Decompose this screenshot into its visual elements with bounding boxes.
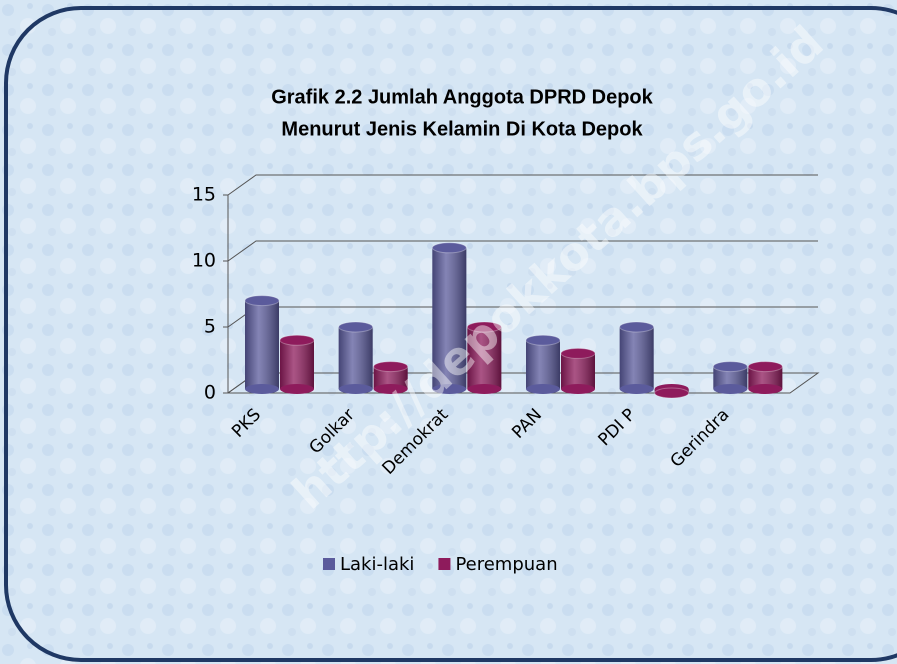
y-tick-label: 15	[192, 184, 216, 206]
legend: Laki-laki Perempuan	[323, 554, 558, 575]
bar-bottom	[373, 384, 408, 394]
legend-swatch	[438, 558, 451, 570]
bar-top	[619, 321, 655, 333]
legend-label: Laki-laki	[340, 554, 414, 575]
bar-bottom	[713, 384, 748, 394]
legend-label: Perempuan	[455, 554, 557, 575]
bar-top	[244, 295, 280, 307]
bar-top	[525, 334, 561, 346]
y-tick-label: 0	[204, 382, 216, 404]
bar-bottom	[432, 384, 467, 394]
bar-top	[373, 361, 409, 373]
bar-bottom	[467, 384, 502, 394]
y-tick-label: 10	[192, 250, 216, 272]
grid-line	[227, 174, 818, 196]
bar-shade	[373, 366, 408, 389]
bar-bottom	[526, 384, 560, 394]
bar-bottom	[619, 384, 654, 394]
bar-top	[560, 347, 596, 359]
bar-top	[747, 361, 783, 373]
chart-title: Grafik 2.2 Jumlah Anggota DPRD Depok	[271, 86, 653, 108]
bar-top	[279, 334, 315, 346]
bar-top	[654, 387, 690, 399]
bar-bottom	[561, 384, 595, 394]
bar-top	[431, 242, 467, 254]
bar-shade	[432, 247, 467, 389]
bar-shade	[338, 327, 373, 389]
bar-top	[712, 361, 748, 373]
bar-top	[338, 321, 374, 333]
legend-swatch	[323, 558, 335, 570]
bar-bottom	[338, 384, 373, 394]
bar-bottom	[280, 384, 314, 394]
bar-top	[466, 321, 502, 333]
bar-shade	[526, 340, 560, 389]
bar-shade	[561, 353, 595, 389]
bar-shade	[467, 327, 502, 389]
grid-line	[227, 240, 818, 262]
bar-shade	[280, 340, 314, 389]
frame	[4, 6, 897, 662]
bar-shade	[713, 366, 748, 389]
y-tick-label: 5	[204, 316, 216, 338]
chart-title: Menurut Jenis Kelamin Di Kota Depok	[281, 118, 643, 140]
bar-shade	[748, 366, 783, 389]
bar-bottom	[245, 384, 279, 394]
bar-bottom	[748, 384, 783, 394]
bar-shade	[245, 300, 279, 389]
bar-shade	[619, 327, 654, 389]
